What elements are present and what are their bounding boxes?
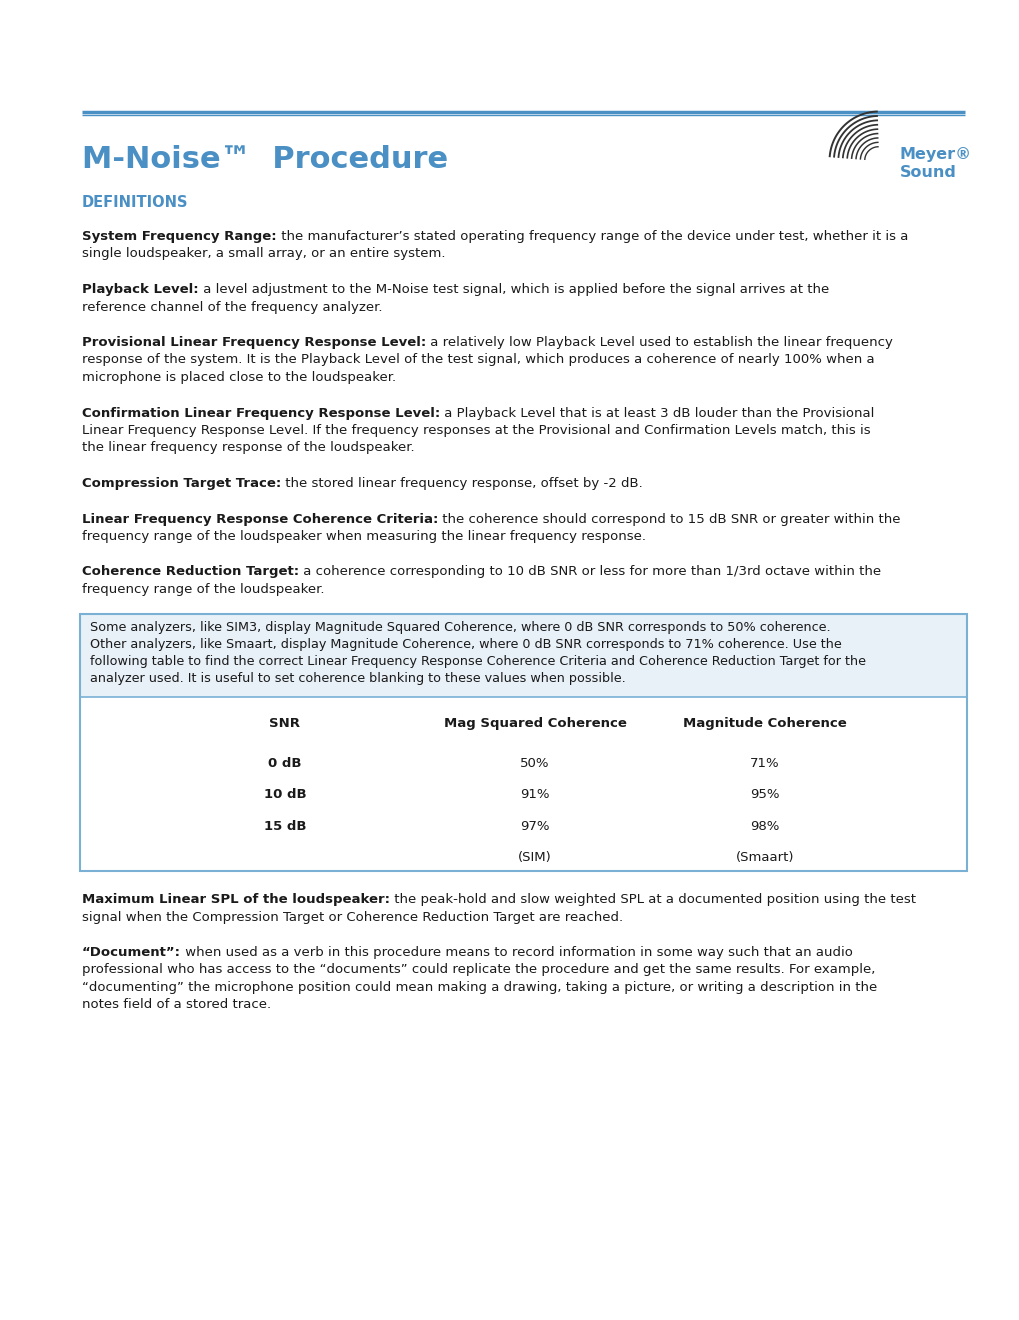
Text: SNR: SNR [269,717,301,730]
Text: frequency range of the loudspeaker.: frequency range of the loudspeaker. [82,583,324,597]
Text: single loudspeaker, a small array, or an entire system.: single loudspeaker, a small array, or an… [82,248,445,260]
Text: 98%: 98% [750,820,779,833]
Text: Sound: Sound [899,165,956,180]
Text: when used as a verb in this procedure means to record information in some way su: when used as a verb in this procedure me… [180,946,852,960]
Bar [79,614,966,697]
Text: notes field of a stored trace.: notes field of a stored trace. [82,998,271,1011]
Text: 0 dB: 0 dB [268,756,302,770]
Text: professional who has access to the “documents” could replicate the procedure and: professional who has access to the “docu… [82,964,874,977]
Text: following table to find the correct Linear Frequency Response Coherence Criteria: following table to find the correct Line… [90,656,865,668]
Text: 97%: 97% [520,820,549,833]
Text: (Smaart): (Smaart) [735,851,794,865]
Text: signal when the Compression Target or Coherence Reduction Target are reached.: signal when the Compression Target or Co… [82,911,623,924]
Text: M-Noise™  Procedure: M-Noise™ Procedure [82,145,447,174]
Text: the linear frequency response of the loudspeaker.: the linear frequency response of the lou… [82,441,414,454]
Text: Other analyzers, like Smaart, display Magnitude Coherence, where 0 dB SNR corres: Other analyzers, like Smaart, display Ma… [90,639,841,652]
Text: a level adjustment to the M-Noise test signal, which is applied before the signa: a level adjustment to the M-Noise test s… [199,282,828,296]
Text: a Playback Level that is at least 3 dB louder than the Provisional: a Playback Level that is at least 3 dB l… [440,407,873,420]
Text: Linear Frequency Response Level. If the frequency responses at the Provisional a: Linear Frequency Response Level. If the … [82,424,870,437]
Text: the manufacturer’s stated operating frequency range of the device under test, wh: the manufacturer’s stated operating freq… [276,230,907,243]
Text: 95%: 95% [750,788,779,801]
Text: Linear Frequency Response Coherence Criteria:: Linear Frequency Response Coherence Crit… [82,512,438,525]
Text: frequency range of the loudspeaker when measuring the linear frequency response.: frequency range of the loudspeaker when … [82,531,645,543]
Text: Maximum Linear SPL of the loudspeaker:: Maximum Linear SPL of the loudspeaker: [82,894,389,906]
Text: Magnitude Coherence: Magnitude Coherence [683,717,846,730]
Text: Coherence Reduction Target:: Coherence Reduction Target: [82,565,299,578]
Text: Meyer®: Meyer® [899,147,971,162]
Text: 91%: 91% [520,788,549,801]
Text: “Document”:: “Document”: [82,946,180,960]
Text: the stored linear frequency response, offset by -2 dB.: the stored linear frequency response, of… [281,477,642,490]
Text: DEFINITIONS: DEFINITIONS [82,195,189,210]
Text: the peak-hold and slow weighted SPL at a documented position using the test: the peak-hold and slow weighted SPL at a… [389,894,915,906]
Text: microphone is placed close to the loudspeaker.: microphone is placed close to the loudsp… [82,371,395,384]
Text: reference channel of the frequency analyzer.: reference channel of the frequency analy… [82,301,382,314]
Text: Provisional Linear Frequency Response Level:: Provisional Linear Frequency Response Le… [82,337,426,348]
Text: response of the system. It is the Playback Level of the test signal, which produ: response of the system. It is the Playba… [82,354,873,367]
Text: a coherence corresponding to 10 dB SNR or less for more than 1/3rd octave within: a coherence corresponding to 10 dB SNR o… [299,565,880,578]
Text: 50%: 50% [520,756,549,770]
Text: 71%: 71% [749,756,780,770]
Text: Playback Level:: Playback Level: [82,282,199,296]
Text: a relatively low Playback Level used to establish the linear frequency: a relatively low Playback Level used to … [426,337,893,348]
Text: “documenting” the microphone position could mean making a drawing, taking a pict: “documenting” the microphone position co… [82,981,876,994]
Text: Some analyzers, like SIM3, display Magnitude Squared Coherence, where 0 dB SNR c: Some analyzers, like SIM3, display Magni… [90,622,829,635]
Text: Confirmation Linear Frequency Response Level:: Confirmation Linear Frequency Response L… [82,407,440,420]
Text: (SIM): (SIM) [518,851,551,865]
Bar [79,614,966,871]
Text: Compression Target Trace:: Compression Target Trace: [82,477,281,490]
Text: the coherence should correspond to 15 dB SNR or greater within the: the coherence should correspond to 15 dB… [438,512,900,525]
Text: Mag Squared Coherence: Mag Squared Coherence [443,717,626,730]
Text: System Frequency Range:: System Frequency Range: [82,230,276,243]
Text: analyzer used. It is useful to set coherence blanking to these values when possi: analyzer used. It is useful to set coher… [90,672,625,685]
Text: 10 dB: 10 dB [264,788,306,801]
Text: 15 dB: 15 dB [264,820,306,833]
